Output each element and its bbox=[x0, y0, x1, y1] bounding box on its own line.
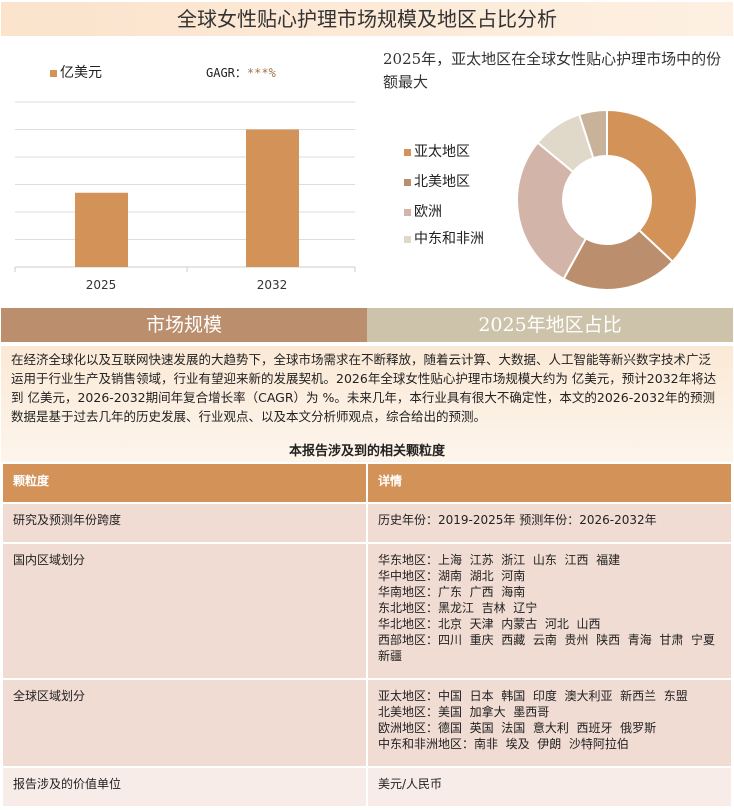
pie-legend-item: 亚太地区 bbox=[404, 142, 484, 162]
detail-line: 华东地区：上海 江苏 浙江 山东 江西 福建 bbox=[378, 553, 621, 567]
legend-label: 欧洲 bbox=[414, 204, 442, 220]
gagr-label: GAGR：***% bbox=[206, 64, 276, 81]
bar-chart: 2025 2032 bbox=[14, 101, 356, 292]
row-key: 研究及预测年份跨度 bbox=[1, 502, 368, 544]
row-value: 美元/人民币 bbox=[366, 766, 733, 808]
detail-line: 历史年份：2019-2025年 预测年份：2026-2032年 bbox=[378, 513, 657, 527]
detail-line: 中东和非洲地区：南非 埃及 伊朗 沙特阿拉伯 bbox=[378, 737, 629, 751]
pie-title: 2025年，亚太地区在全球女性贴心护理市场中的份额最大 bbox=[383, 50, 722, 91]
page-title: 全球女性贴心护理市场规模及地区占比分析 bbox=[1, 2, 733, 36]
row-key: 报告涉及的价值单位 bbox=[1, 766, 368, 808]
tab-market-size[interactable]: 市场规模 bbox=[1, 308, 367, 342]
detail-line: 华北地区：北京 天津 内蒙古 河北 山西 bbox=[378, 617, 601, 631]
legend-label: 亚太地区 bbox=[414, 144, 470, 160]
row-key: 全球区域划分 bbox=[1, 678, 368, 768]
pie-legend-item: 中东和非洲 bbox=[404, 229, 484, 249]
bar-2032 bbox=[246, 129, 299, 267]
legend-swatch bbox=[404, 148, 411, 156]
legend-label: 北美地区 bbox=[414, 174, 470, 190]
detail-line: 华中地区：湖南 湖北 河南 bbox=[378, 569, 526, 583]
tab-region-share[interactable]: 2025年地区占比 bbox=[367, 308, 733, 342]
detail-line: 西部地区：四川 重庆 西藏 云南 贵州 陕西 青海 甘肃 宁夏 新疆 bbox=[378, 633, 723, 663]
detail-line: 欧洲地区：德国 英国 法国 意大利 西班牙 俄罗斯 bbox=[378, 721, 657, 735]
table-caption: 本报告涉及到的相关颗粒度 bbox=[288, 444, 445, 459]
header-details: 详情 bbox=[366, 462, 733, 504]
granularity-table: 颗粒度 详情 研究及预测年份跨度 历史年份：2019-2025年 预测年份：2026… bbox=[1, 462, 733, 808]
x-tick-label: 2025 bbox=[86, 278, 117, 292]
pie-legend-item: 北美地区 bbox=[404, 172, 484, 192]
donut-slice-北美地区 bbox=[562, 228, 675, 291]
section-tabs: 市场规模 2025年地区占比 bbox=[1, 308, 733, 342]
table-row: 全球区域划分 亚太地区：中国 日本 韩国 印度 澳大利亚 新西兰 东盟 北美地区：美… bbox=[1, 678, 733, 768]
row-value: 历史年份：2019-2025年 预测年份：2026-2032年 bbox=[366, 502, 733, 544]
row-value: 亚太地区：中国 日本 韩国 印度 澳大利亚 新西兰 东盟 北美地区：美国 加拿大 … bbox=[366, 678, 733, 768]
gagr-text: GAGR： bbox=[206, 66, 247, 80]
row-value: 华东地区：上海 江苏 浙江 山东 江西 福建 华中地区：湖南 湖北 河南 华南地区：… bbox=[366, 542, 733, 680]
table-row: 报告涉及的价值单位 美元/人民币 bbox=[1, 766, 733, 808]
legend-swatch bbox=[404, 235, 411, 243]
table-row: 研究及预测年份跨度 历史年份：2019-2025年 预测年份：2026-2032年 bbox=[1, 502, 733, 544]
row-key: 国内区域划分 bbox=[1, 542, 368, 680]
donut-chart bbox=[516, 108, 698, 291]
description: 在经济全球化以及互联网快速发展的大趋势下，全球市场需求在不断释放，随着云计算、大… bbox=[1, 346, 733, 462]
legend-swatch bbox=[404, 178, 411, 186]
donut-slice bbox=[577, 108, 608, 160]
legend-swatch bbox=[404, 208, 411, 216]
header-granularity: 颗粒度 bbox=[1, 462, 368, 504]
legend-label: 中东和非洲 bbox=[414, 231, 484, 247]
detail-line: 美元/人民币 bbox=[378, 777, 443, 791]
legend-swatch bbox=[50, 69, 57, 77]
detail-line: 亚太地区：中国 日本 韩国 印度 澳大利亚 新西兰 东盟 bbox=[378, 689, 688, 703]
legend-label: 亿美元 bbox=[60, 65, 102, 81]
gagr-value: ***% bbox=[246, 66, 276, 80]
table-row: 国内区域划分 华东地区：上海 江苏 浙江 山东 江西 福建 华中地区：湖南 湖北 河… bbox=[1, 542, 733, 680]
bar-2025 bbox=[75, 192, 128, 267]
detail-line: 华南地区：广东 广西 海南 bbox=[378, 585, 526, 599]
x-tick-label: 2032 bbox=[257, 278, 288, 292]
donut-slice-欧洲 bbox=[516, 141, 588, 281]
bar-legend: 亿美元 bbox=[50, 62, 102, 82]
detail-line: 东北地区：黑龙江 吉林 辽宁 bbox=[378, 601, 538, 615]
detail-line: 北美地区：美国 加拿大 墨西哥 bbox=[378, 705, 550, 719]
donut-slice-亚太地区 bbox=[606, 108, 698, 264]
pie-legend-item: 欧洲 bbox=[404, 202, 484, 222]
